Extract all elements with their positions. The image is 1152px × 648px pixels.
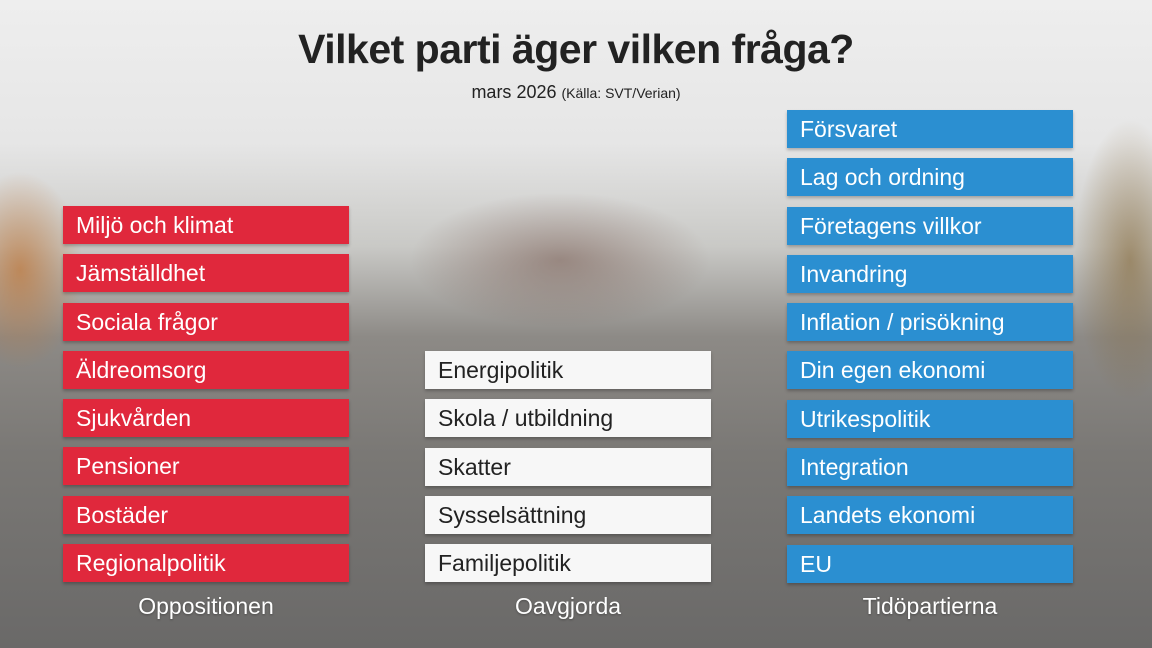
issue-box: Familjepolitik bbox=[425, 544, 711, 583]
issue-box: Miljö och klimat bbox=[63, 206, 349, 244]
subtitle-source: (Källa: SVT/Verian) bbox=[561, 85, 681, 101]
subtitle-date: mars 2026 bbox=[471, 82, 557, 102]
issue-box: Företagens villkor bbox=[787, 206, 1073, 245]
issue-box: Din egen ekonomi bbox=[787, 351, 1073, 390]
page-title: Vilket parti äger vilken fråga? bbox=[298, 26, 854, 72]
issue-box: Regionalpolitik bbox=[63, 544, 349, 583]
issue-box: Äldreomsorg bbox=[63, 350, 349, 389]
issue-box: Skatter bbox=[425, 447, 711, 486]
column-oavgjorda: Energipolitik Skola / utbildning Skatter Sy… bbox=[425, 351, 711, 592]
issue-box: Utrikespolitik bbox=[787, 399, 1073, 438]
issue-box: Inflation / prisökning bbox=[787, 303, 1073, 342]
issue-box: Invandring bbox=[787, 254, 1073, 293]
issue-box: Sociala frågor bbox=[63, 302, 349, 341]
subtitle: mars 2026 (Källa: SVT/Verian) bbox=[0, 82, 1152, 103]
issue-box: Bostäder bbox=[63, 495, 349, 534]
issue-box: Integration bbox=[787, 448, 1073, 487]
issue-box: Jämställdhet bbox=[63, 254, 349, 293]
issue-box: Skola / utbildning bbox=[425, 399, 711, 438]
issue-box: Energipolitik bbox=[425, 351, 711, 389]
column-label-oavgjorda: Oavgjorda bbox=[514, 593, 622, 619]
issue-box: Lag och ordning bbox=[787, 158, 1073, 197]
issue-box: Pensioner bbox=[63, 447, 349, 486]
issue-box: Sysselsättning bbox=[425, 495, 711, 534]
column-label-tidopartierna: Tidöpartierna bbox=[862, 593, 998, 619]
column-oppositionen: Miljö och klimat Jämställdhet Sociala fråg… bbox=[63, 206, 349, 592]
column-label-oppositionen: Oppositionen bbox=[138, 593, 274, 619]
column-tidopartierna: Försvaret Lag och ordning Företagens villk… bbox=[787, 110, 1073, 593]
issue-box: Landets ekonomi bbox=[787, 496, 1073, 535]
issue-box: Försvaret bbox=[787, 110, 1073, 148]
issue-box: EU bbox=[787, 544, 1073, 583]
issue-box: Sjukvården bbox=[63, 399, 349, 438]
